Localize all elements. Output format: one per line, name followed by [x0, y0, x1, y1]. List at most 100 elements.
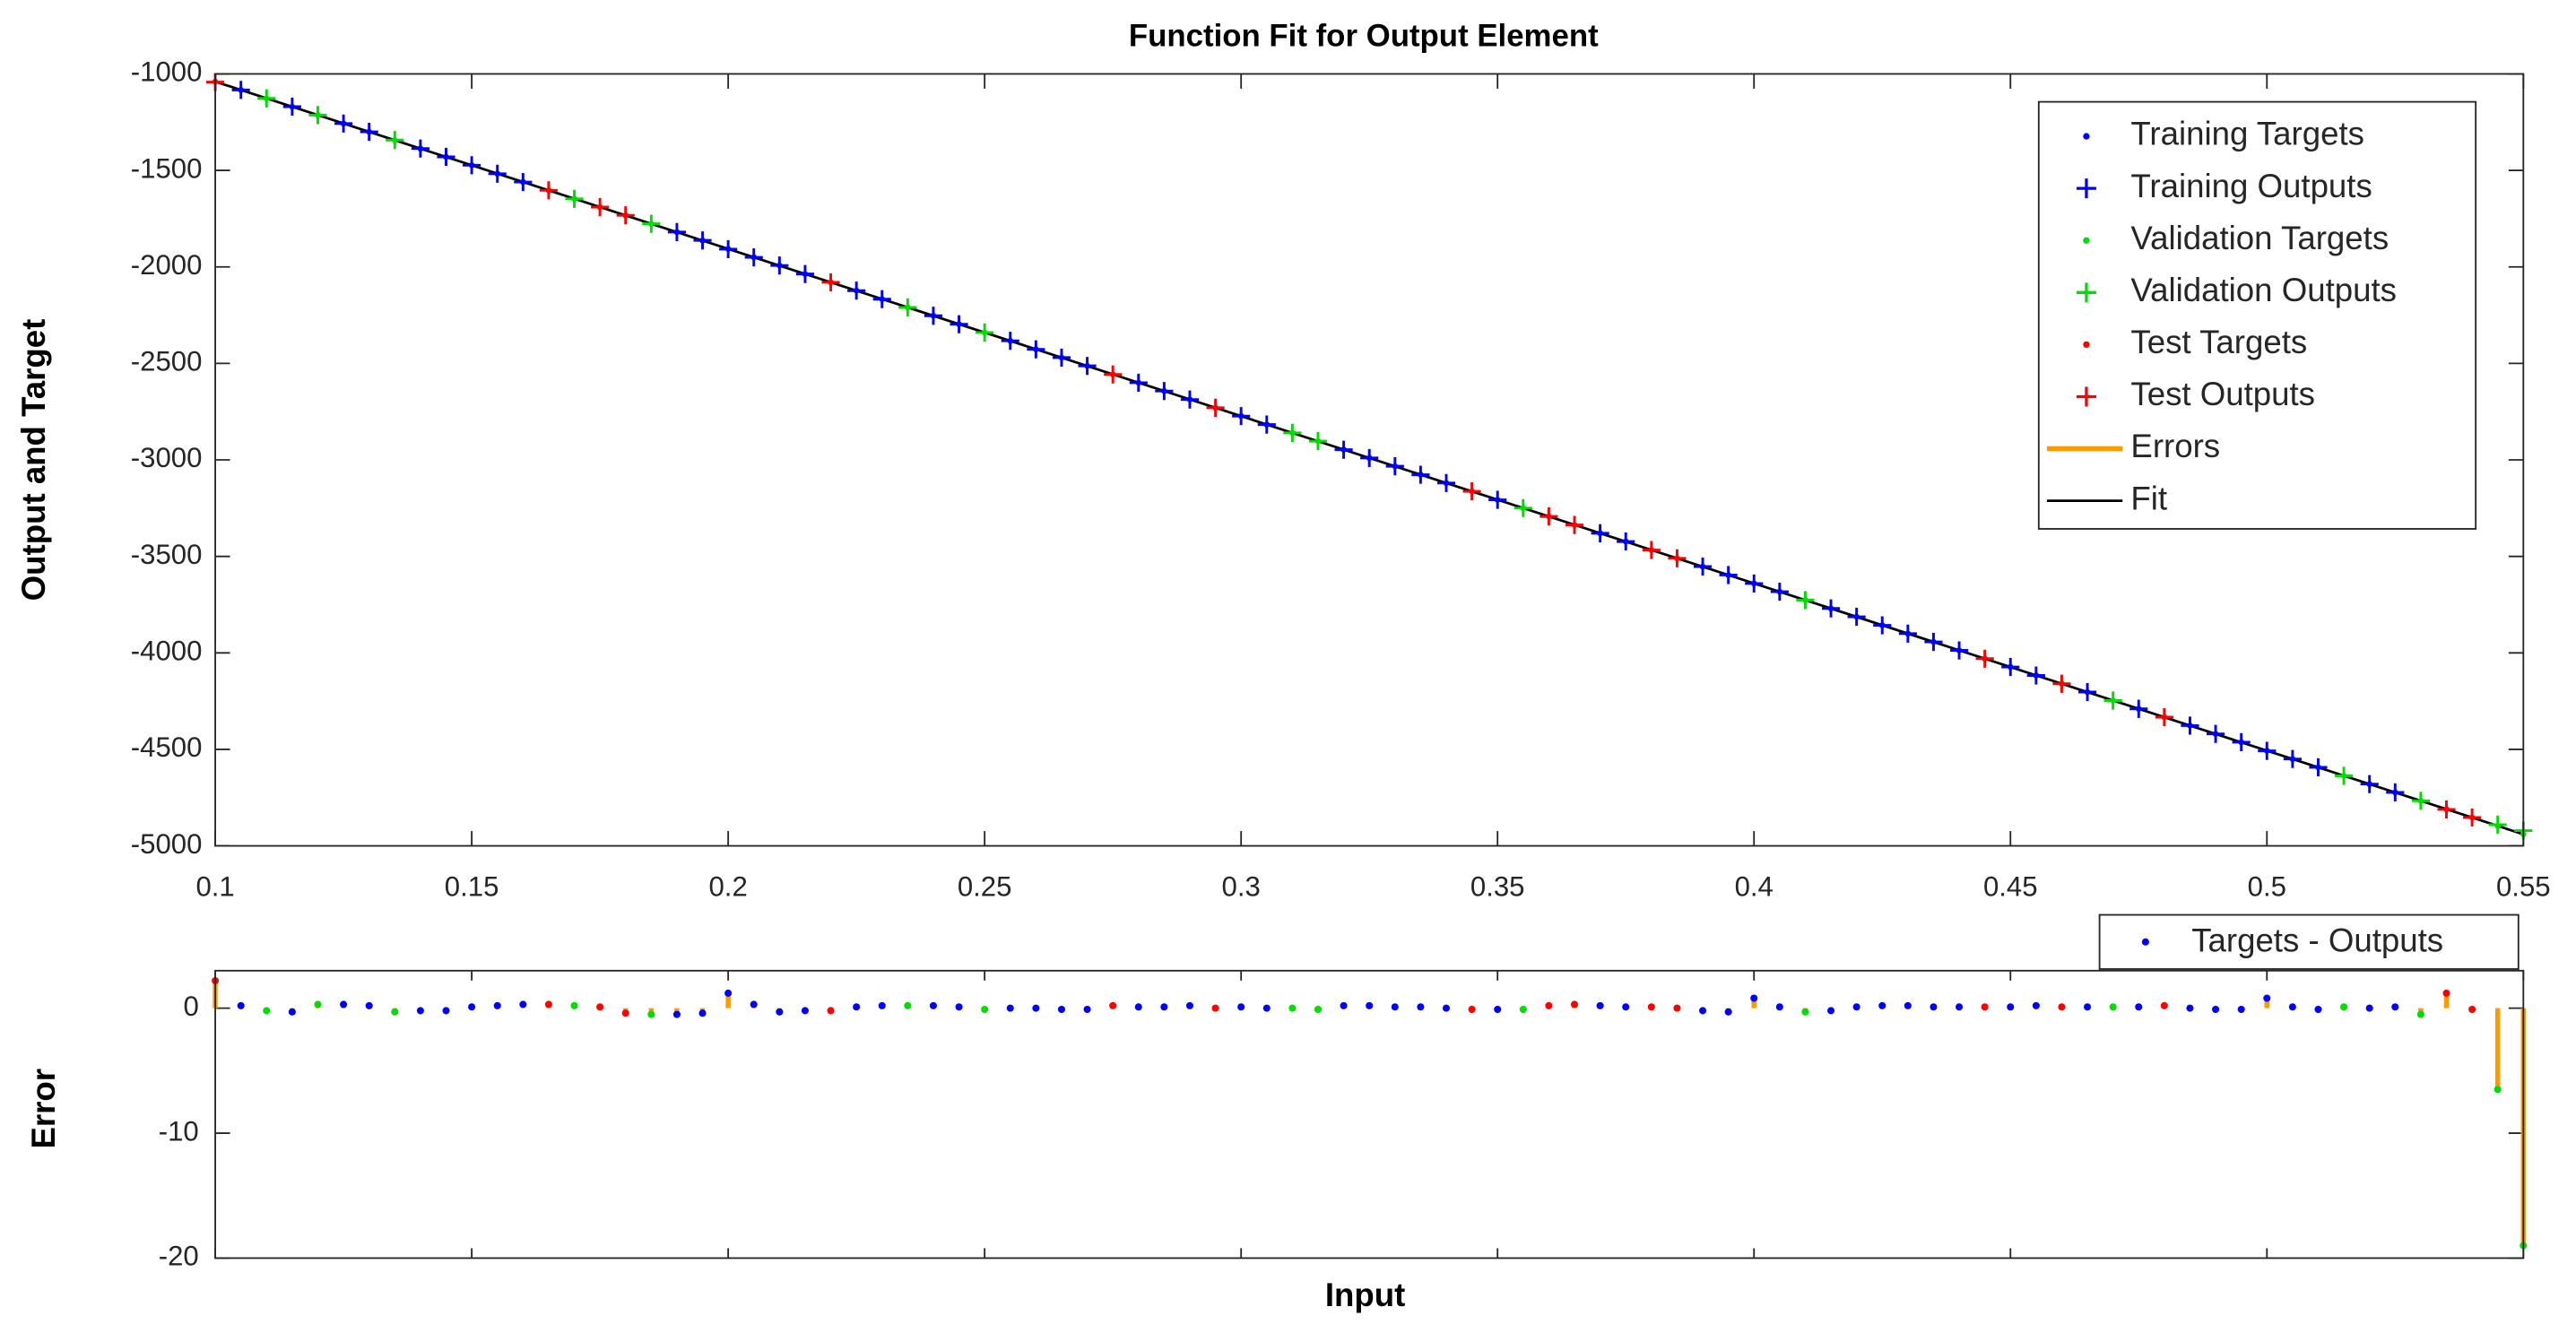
output-point: [2386, 783, 2405, 802]
error-point: [2007, 1003, 2015, 1011]
output-point: [231, 81, 250, 100]
error-point: [2058, 1003, 2066, 1011]
y-tick-label: -2000: [131, 249, 203, 281]
output-point: [1642, 541, 1661, 559]
x-tick-label: 0.45: [1983, 870, 2038, 902]
error-point: [1288, 1004, 1297, 1012]
error-point: [2416, 1010, 2424, 1018]
legend-marker: [2141, 938, 2149, 946]
output-point: [2258, 741, 2277, 760]
error-point: [1673, 1004, 1681, 1012]
output-point: [2232, 732, 2251, 752]
y-tick-label: -1000: [131, 56, 203, 88]
output-point: [386, 131, 404, 150]
error-point: [1622, 1003, 1630, 1011]
error-point: [1211, 1004, 1219, 1012]
error-point: [1134, 1003, 1142, 1011]
output-point: [1180, 390, 1200, 409]
error-point: [1314, 1006, 1323, 1014]
error-point: [827, 1007, 835, 1015]
error-point: [1340, 1001, 1348, 1009]
error-point: [2340, 1003, 2348, 1011]
output-point: [2077, 682, 2097, 702]
error-point: [2442, 989, 2450, 997]
output-point: [872, 290, 891, 308]
y-tick-label: 0: [183, 991, 198, 1022]
output-point: [514, 172, 533, 192]
error-point: [1442, 1004, 1451, 1012]
error-point: [365, 1001, 373, 1009]
axes-box: [214, 73, 2525, 847]
output-point: [591, 197, 610, 217]
y-tick-label: -20: [159, 1241, 199, 1272]
error-point: [2288, 1003, 2296, 1011]
y-tick-label: -4500: [131, 731, 203, 763]
error-point: [391, 1008, 399, 1016]
error-point: [2237, 1006, 2245, 1014]
error-point: [2494, 1086, 2502, 1094]
error-point: [1109, 1001, 1117, 1009]
error-point: [570, 1001, 578, 1009]
legend-label: Test Targets: [2130, 324, 2307, 360]
legend-marker: [2076, 178, 2096, 199]
output-point: [411, 139, 429, 158]
output-point: [847, 281, 866, 300]
output-point: [976, 323, 994, 342]
x-tick-label: 0.5: [2248, 870, 2286, 902]
error-point: [698, 1009, 707, 1017]
error-point: [647, 1010, 655, 1018]
error-point: [596, 1003, 604, 1011]
error-point: [2084, 1003, 2092, 1011]
error-point: [1391, 1003, 1399, 1011]
y-tick-label: -10: [159, 1115, 199, 1147]
chart-title: Function Fit for Output Element: [1129, 18, 1599, 53]
output-point: [1206, 398, 1225, 417]
output-point: [2026, 666, 2045, 685]
output-point: [308, 106, 327, 125]
output-point: [2103, 691, 2122, 710]
x-tick-label: 0.3: [1222, 870, 1261, 902]
output-point: [1975, 649, 1994, 668]
error-point: [468, 1003, 476, 1011]
output-point: [1847, 607, 1866, 627]
output-point: [1129, 373, 1148, 392]
error-point: [1083, 1006, 1091, 1014]
legend-label: Errors: [2130, 428, 2220, 464]
output-point: [616, 206, 635, 225]
output-point: [1334, 440, 1353, 459]
legend-marker: [2076, 282, 2096, 303]
output-point: [1565, 515, 1584, 534]
error-point: [1057, 1006, 1065, 1014]
error-point: [904, 1001, 912, 1009]
plot-area: [215, 970, 2524, 1259]
output-point: [2437, 800, 2456, 819]
x-tick-label: 0.2: [708, 870, 747, 902]
error-point: [1904, 1001, 1912, 1009]
legend: Targets - Outputs: [2098, 913, 2520, 970]
error-point: [2212, 1006, 2220, 1014]
error-point: [1185, 1001, 1194, 1009]
error-point: [1545, 1001, 1553, 1009]
error-point: [2468, 1006, 2476, 1014]
output-point: [2309, 757, 2328, 777]
output-point: [1540, 507, 1558, 526]
error-point: [1570, 1000, 1579, 1008]
output-point: [1821, 599, 1841, 618]
error-point: [1596, 1001, 1604, 1009]
output-point: [1283, 423, 1302, 442]
error-point: [1494, 1006, 1502, 1014]
y-axis-label: Output and Target: [15, 319, 52, 602]
error-point: [1417, 1003, 1425, 1011]
output-point: [2360, 775, 2379, 793]
output-point: [334, 114, 353, 133]
output-point: [1770, 582, 1789, 602]
error-point: [929, 1001, 937, 1009]
legend-label: Training Outputs: [2130, 168, 2372, 204]
error-point: [1827, 1007, 1835, 1015]
output-point: [667, 222, 687, 241]
output-point: [1924, 632, 1943, 652]
error-point: [1006, 1004, 1014, 1012]
error-point: [263, 1007, 271, 1015]
legend-box: [2098, 913, 2520, 970]
output-point: [744, 247, 763, 267]
